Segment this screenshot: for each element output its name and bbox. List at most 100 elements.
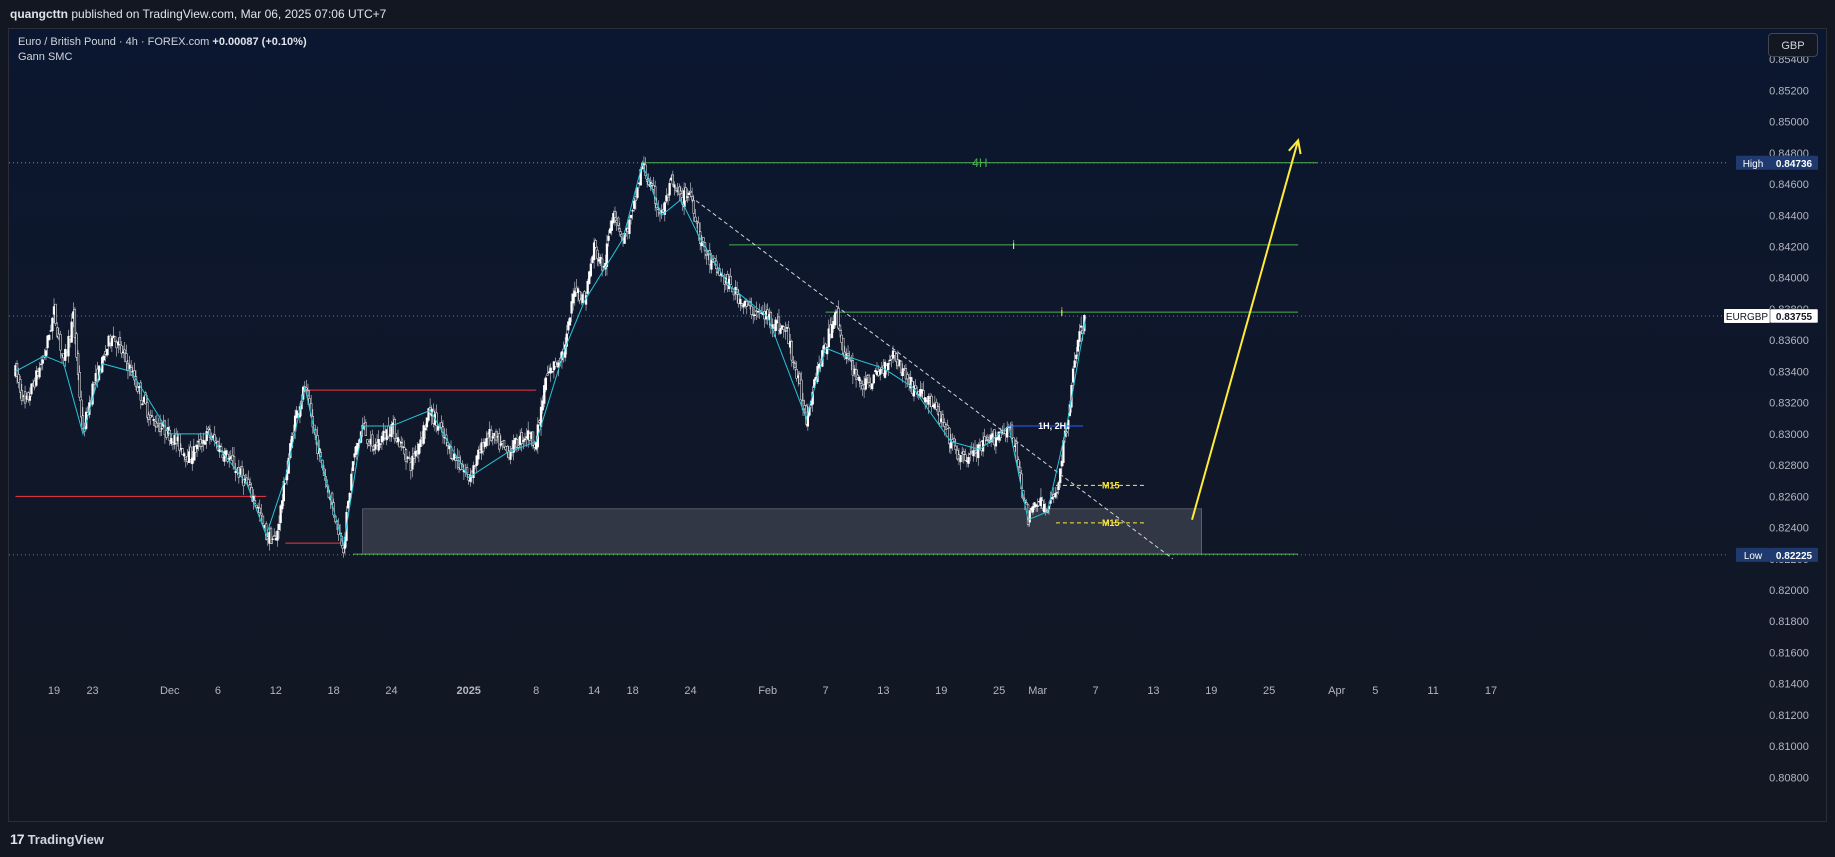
candle-body [170,438,173,445]
candle-body [634,196,638,201]
candle-body [260,512,263,516]
candle-body [520,432,523,444]
candle-body [350,473,353,491]
currency-button[interactable]: GBP [1768,33,1818,57]
x-tick-label: 24 [385,685,397,697]
price-chart[interactable]: 4H i i 1H, 2H M15 M15 0.85400 0.85200 0.85000 0.8… [9,29,1826,821]
candle-body [692,200,695,214]
price-tag-value: 0.83755 [1776,312,1813,323]
candle-body [205,431,208,442]
candle-body [633,200,636,209]
price-tag-name: Low [1744,551,1763,562]
candle-body [745,301,748,307]
y-tick-label: 0.82600 [1769,491,1809,503]
candle-body [782,326,785,330]
candle-body [477,449,480,460]
candle-body [573,290,576,297]
candle-body [613,210,617,219]
candle-body [1031,506,1035,513]
candle-body [465,467,469,474]
candle-body [67,336,70,357]
candle-body [517,445,520,448]
candle-body [826,347,829,355]
y-tick-label: 0.83000 [1769,429,1809,441]
x-tick-label: 2025 [456,685,480,697]
candle-body [498,433,501,450]
candle-body [922,390,925,399]
candle-body [356,442,359,452]
candle-body [411,455,414,470]
x-tick-label: 7 [1093,685,1099,697]
candle-body [565,333,568,347]
author-name[interactable]: quangcttn [10,7,68,21]
candle-body [203,441,207,445]
candle-body [543,385,546,404]
candle-body [618,228,621,232]
candle-body [390,424,393,438]
candle-body [1028,510,1031,523]
x-tick-label: 19 [48,685,60,697]
x-tick-label: 12 [270,685,282,697]
candle-body [347,501,350,509]
candle-body [46,335,49,349]
candle-body [93,382,96,385]
y-tick-label: 0.82800 [1769,460,1809,472]
candle-body [374,444,377,450]
candle-body [73,308,77,338]
candle-body [895,353,898,362]
candle-body [753,314,756,316]
footer-bar: 17 TradingView [0,822,1835,857]
indicator-name[interactable]: Gann SMC [18,51,73,63]
candle-body [404,449,408,463]
symbol-line[interactable]: Euro / British Pound · 4h · FOREX.com [18,36,210,48]
x-tick-label: 24 [684,685,696,697]
candle-body [952,438,956,442]
candle-body [954,445,957,451]
candle-body [663,202,666,215]
candle-body [792,361,795,363]
candle-body [515,439,519,448]
candle-body [281,500,284,510]
candle-body [30,383,33,395]
candle-body [54,303,57,325]
y-tick-label: 0.81400 [1769,679,1809,691]
candle-body [379,443,382,445]
x-tick-label: 23 [86,685,98,697]
candle-body [353,453,356,458]
candle-body [1036,505,1039,507]
candle-body [192,446,195,461]
candle-body [469,475,472,482]
candle-body [969,453,972,455]
candle-body [19,379,22,393]
x-tick-label: Dec [160,685,180,697]
candle-body [837,308,840,329]
candle-body [1076,340,1080,352]
candle-body [607,235,610,241]
candle-body [160,428,163,430]
candle-body [1015,443,1018,461]
candle-body [306,390,310,397]
candle-body [393,419,396,440]
candle-body [475,455,478,466]
candle-body [81,415,85,429]
candle-body [967,456,970,464]
candle-body [793,362,797,368]
candle-body [1054,493,1057,498]
candle-body [144,392,147,404]
candle-body [224,450,228,456]
price-tag-value: 0.84736 [1776,159,1813,170]
candle-body [784,330,787,332]
candle-body [686,196,689,198]
candle-body [120,345,123,354]
candle-body [424,427,427,431]
candle-body [437,426,440,431]
candle-body [422,425,425,444]
candle-body [512,440,515,453]
candle-body [1059,468,1062,483]
candle-body [372,449,376,451]
y-tick-label: 0.81600 [1769,647,1809,659]
tradingview-logo[interactable]: 17 TradingView [10,831,104,847]
candle-body [787,327,790,344]
x-tick-label: 18 [328,685,340,697]
candle-body [1042,504,1046,513]
